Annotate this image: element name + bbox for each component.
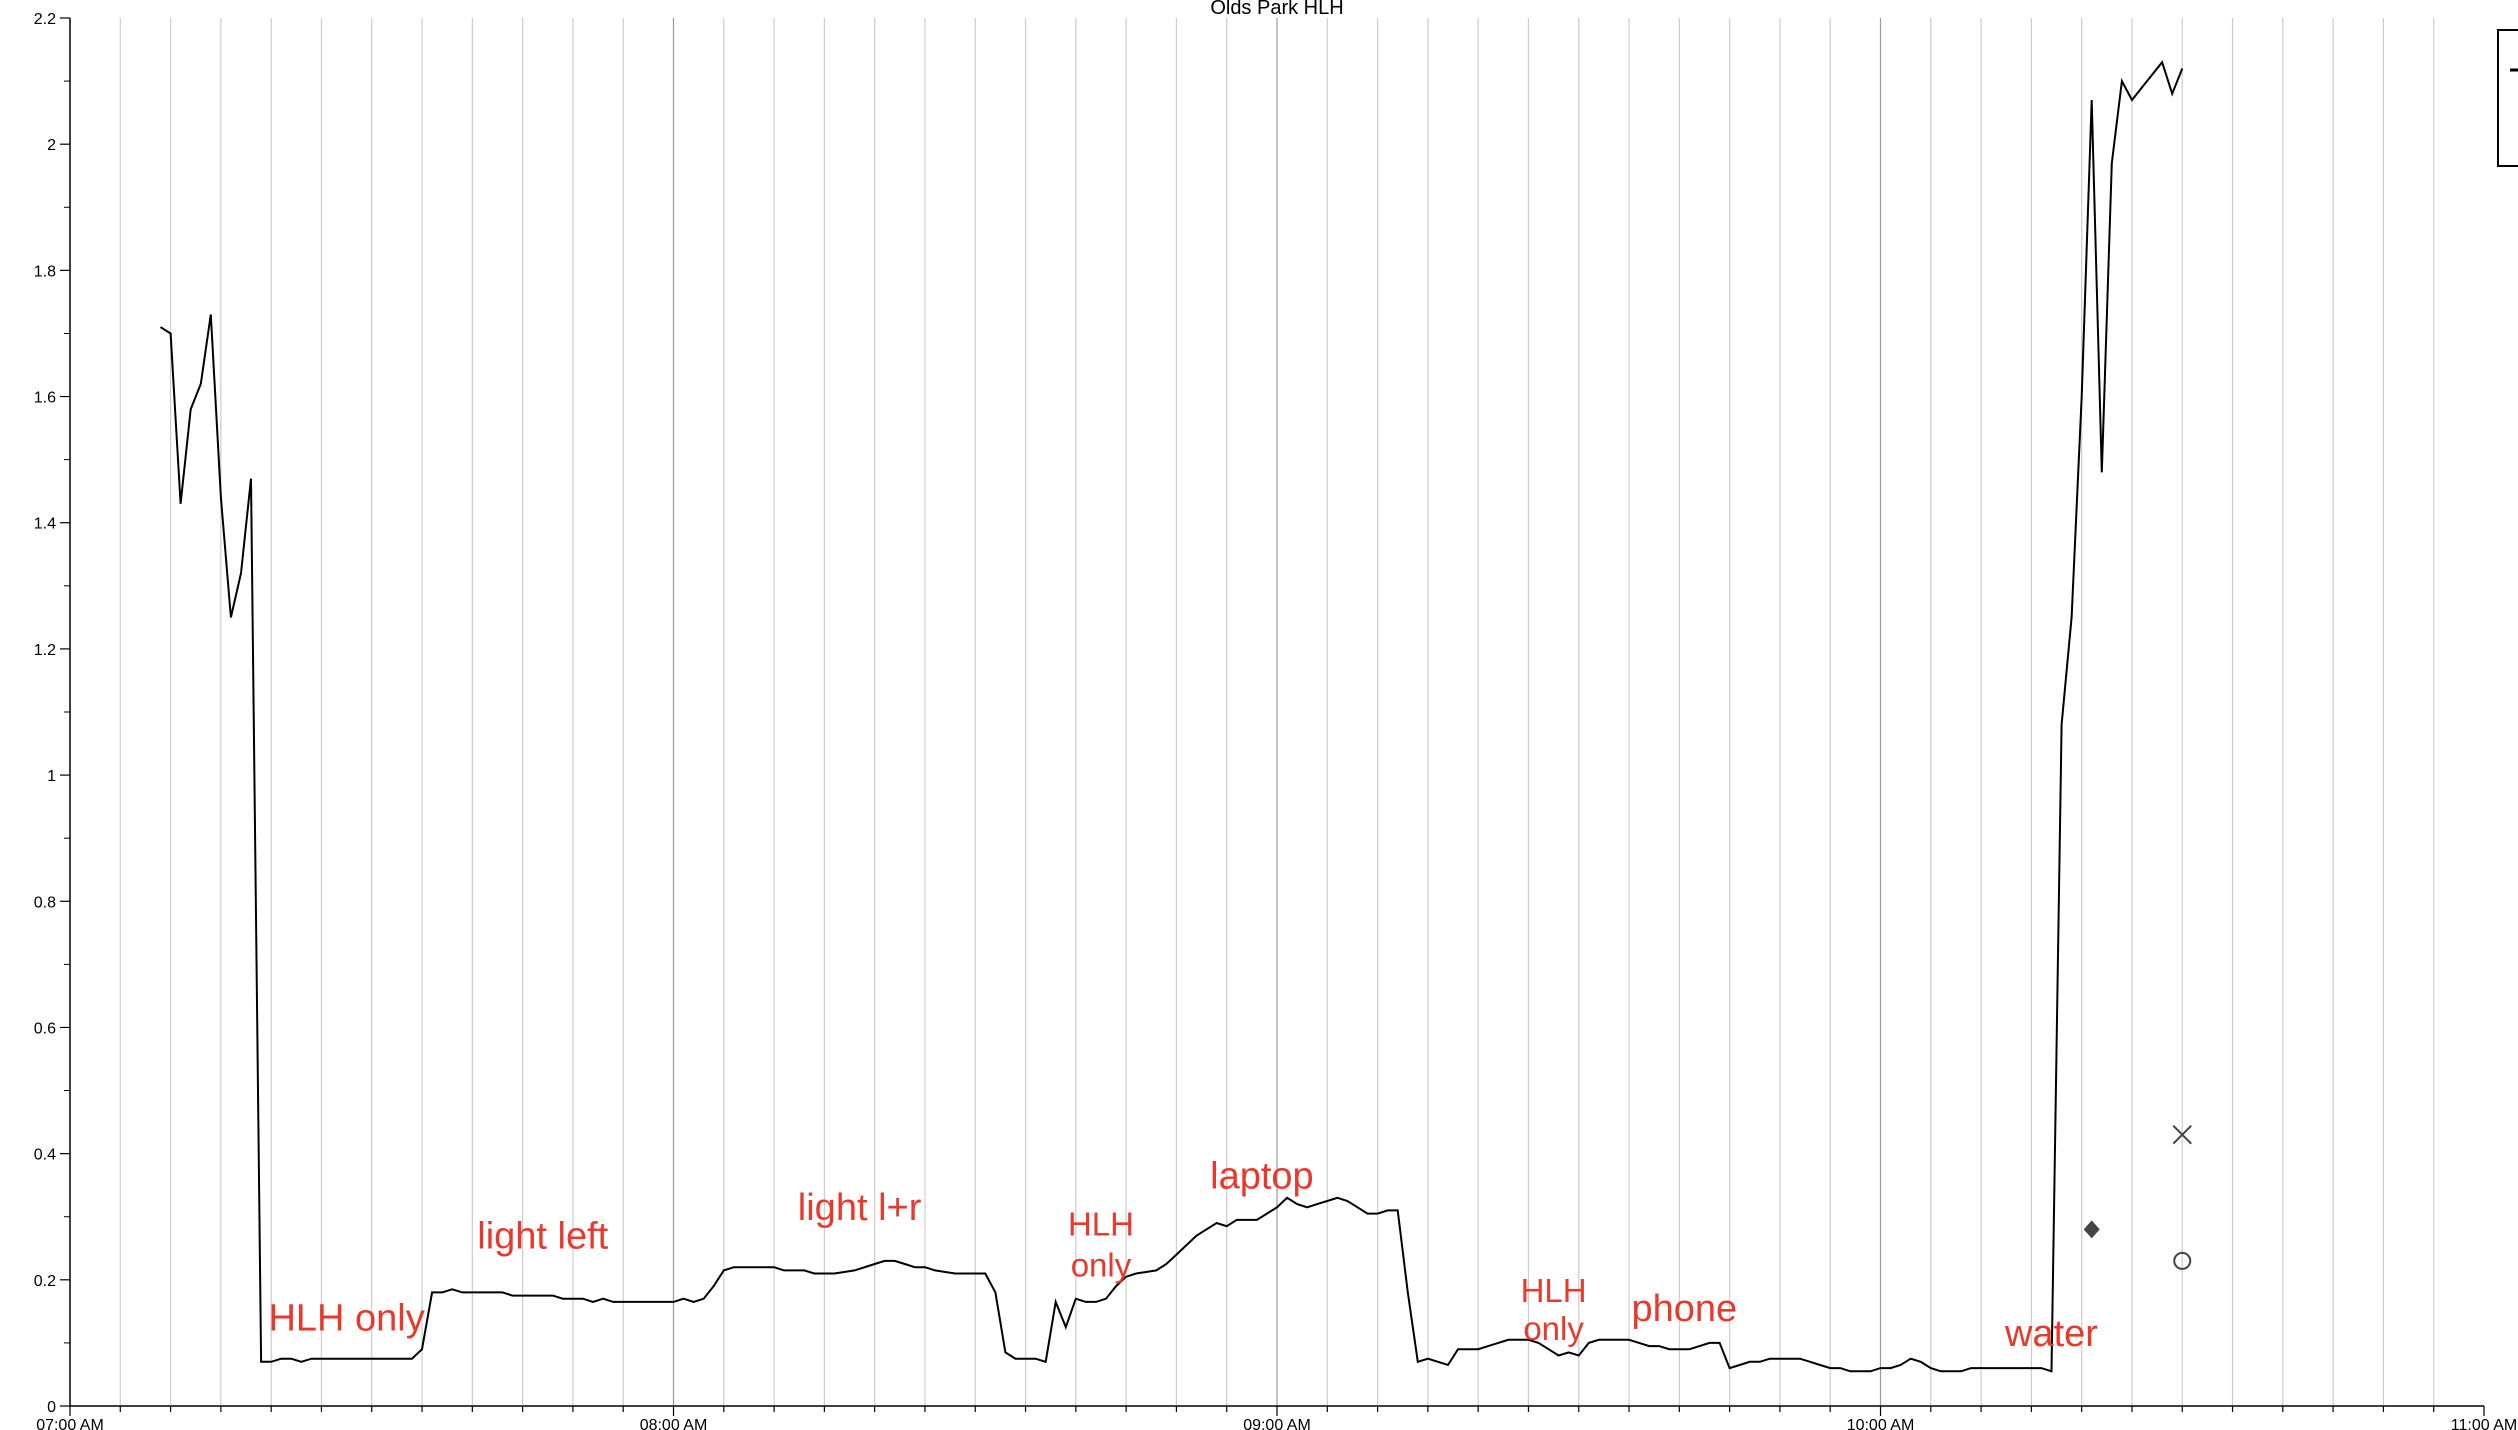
y-tick-label: 0.8 <box>34 894 56 911</box>
y-tick-label: 2 <box>47 137 56 154</box>
annotation-label: phone <box>1632 1288 1738 1330</box>
y-tick-label: 0.6 <box>34 1020 56 1037</box>
annotation-label: light l+r <box>798 1187 922 1229</box>
legend-frame <box>2497 29 2518 167</box>
x-tick-label: 09:00 AM <box>1243 1417 1311 1430</box>
circle-marker <box>2173 1251 2192 1270</box>
x-marker <box>2172 1125 2192 1145</box>
y-tick-label: 1 <box>47 768 56 785</box>
y-tick-label: 0.2 <box>34 1273 56 1290</box>
x-tick-label: 11:00 AM <box>2451 1417 2517 1430</box>
y-tick-label: 1.8 <box>34 263 56 280</box>
x-tick-label: 10:00 AM <box>1847 1417 1915 1430</box>
annotation-label: HLH <box>1521 1272 1587 1309</box>
x-tick-label: 08:00 AM <box>640 1417 708 1430</box>
annotation-label: only <box>1071 1247 1132 1284</box>
y-tick-label: 1.2 <box>34 642 56 659</box>
vertical-gridlines <box>119 18 2435 1406</box>
y-tick-label: 0 <box>47 1399 56 1416</box>
x-axis-ticks: 07:00 AM 08:00 AM 09:00 AM 10:00 AM 11:00 AM <box>36 1406 2517 1430</box>
y-tick-label: 0.4 <box>34 1147 56 1164</box>
chart-title: Olds Park HLH <box>1210 0 1343 19</box>
annotation-label: only <box>1523 1310 1584 1347</box>
y-tick-label: 2.2 <box>34 11 56 28</box>
annotation-label: light left <box>477 1215 608 1257</box>
diamond-marker <box>2083 1220 2100 1239</box>
annotation-label: HLH <box>1068 1206 1134 1243</box>
annotation-label: water <box>2004 1313 2098 1355</box>
annotation-label: laptop <box>1210 1155 1314 1197</box>
series-line-hlh <box>159 60 2184 1373</box>
y-axis-ticks: 0 0.2 0.4 0.6 0.8 1 1.2 1.4 1.6 1.8 2 2.2 <box>34 11 70 1416</box>
y-tick-label: 1.4 <box>34 516 56 533</box>
legend-markers <box>2083 1125 2192 1270</box>
legend-box-partial <box>2497 29 2518 167</box>
x-tick-label: 07:00 AM <box>36 1417 104 1430</box>
annotation-label: HLH only <box>268 1297 424 1339</box>
y-tick-label: 1.6 <box>34 390 56 407</box>
